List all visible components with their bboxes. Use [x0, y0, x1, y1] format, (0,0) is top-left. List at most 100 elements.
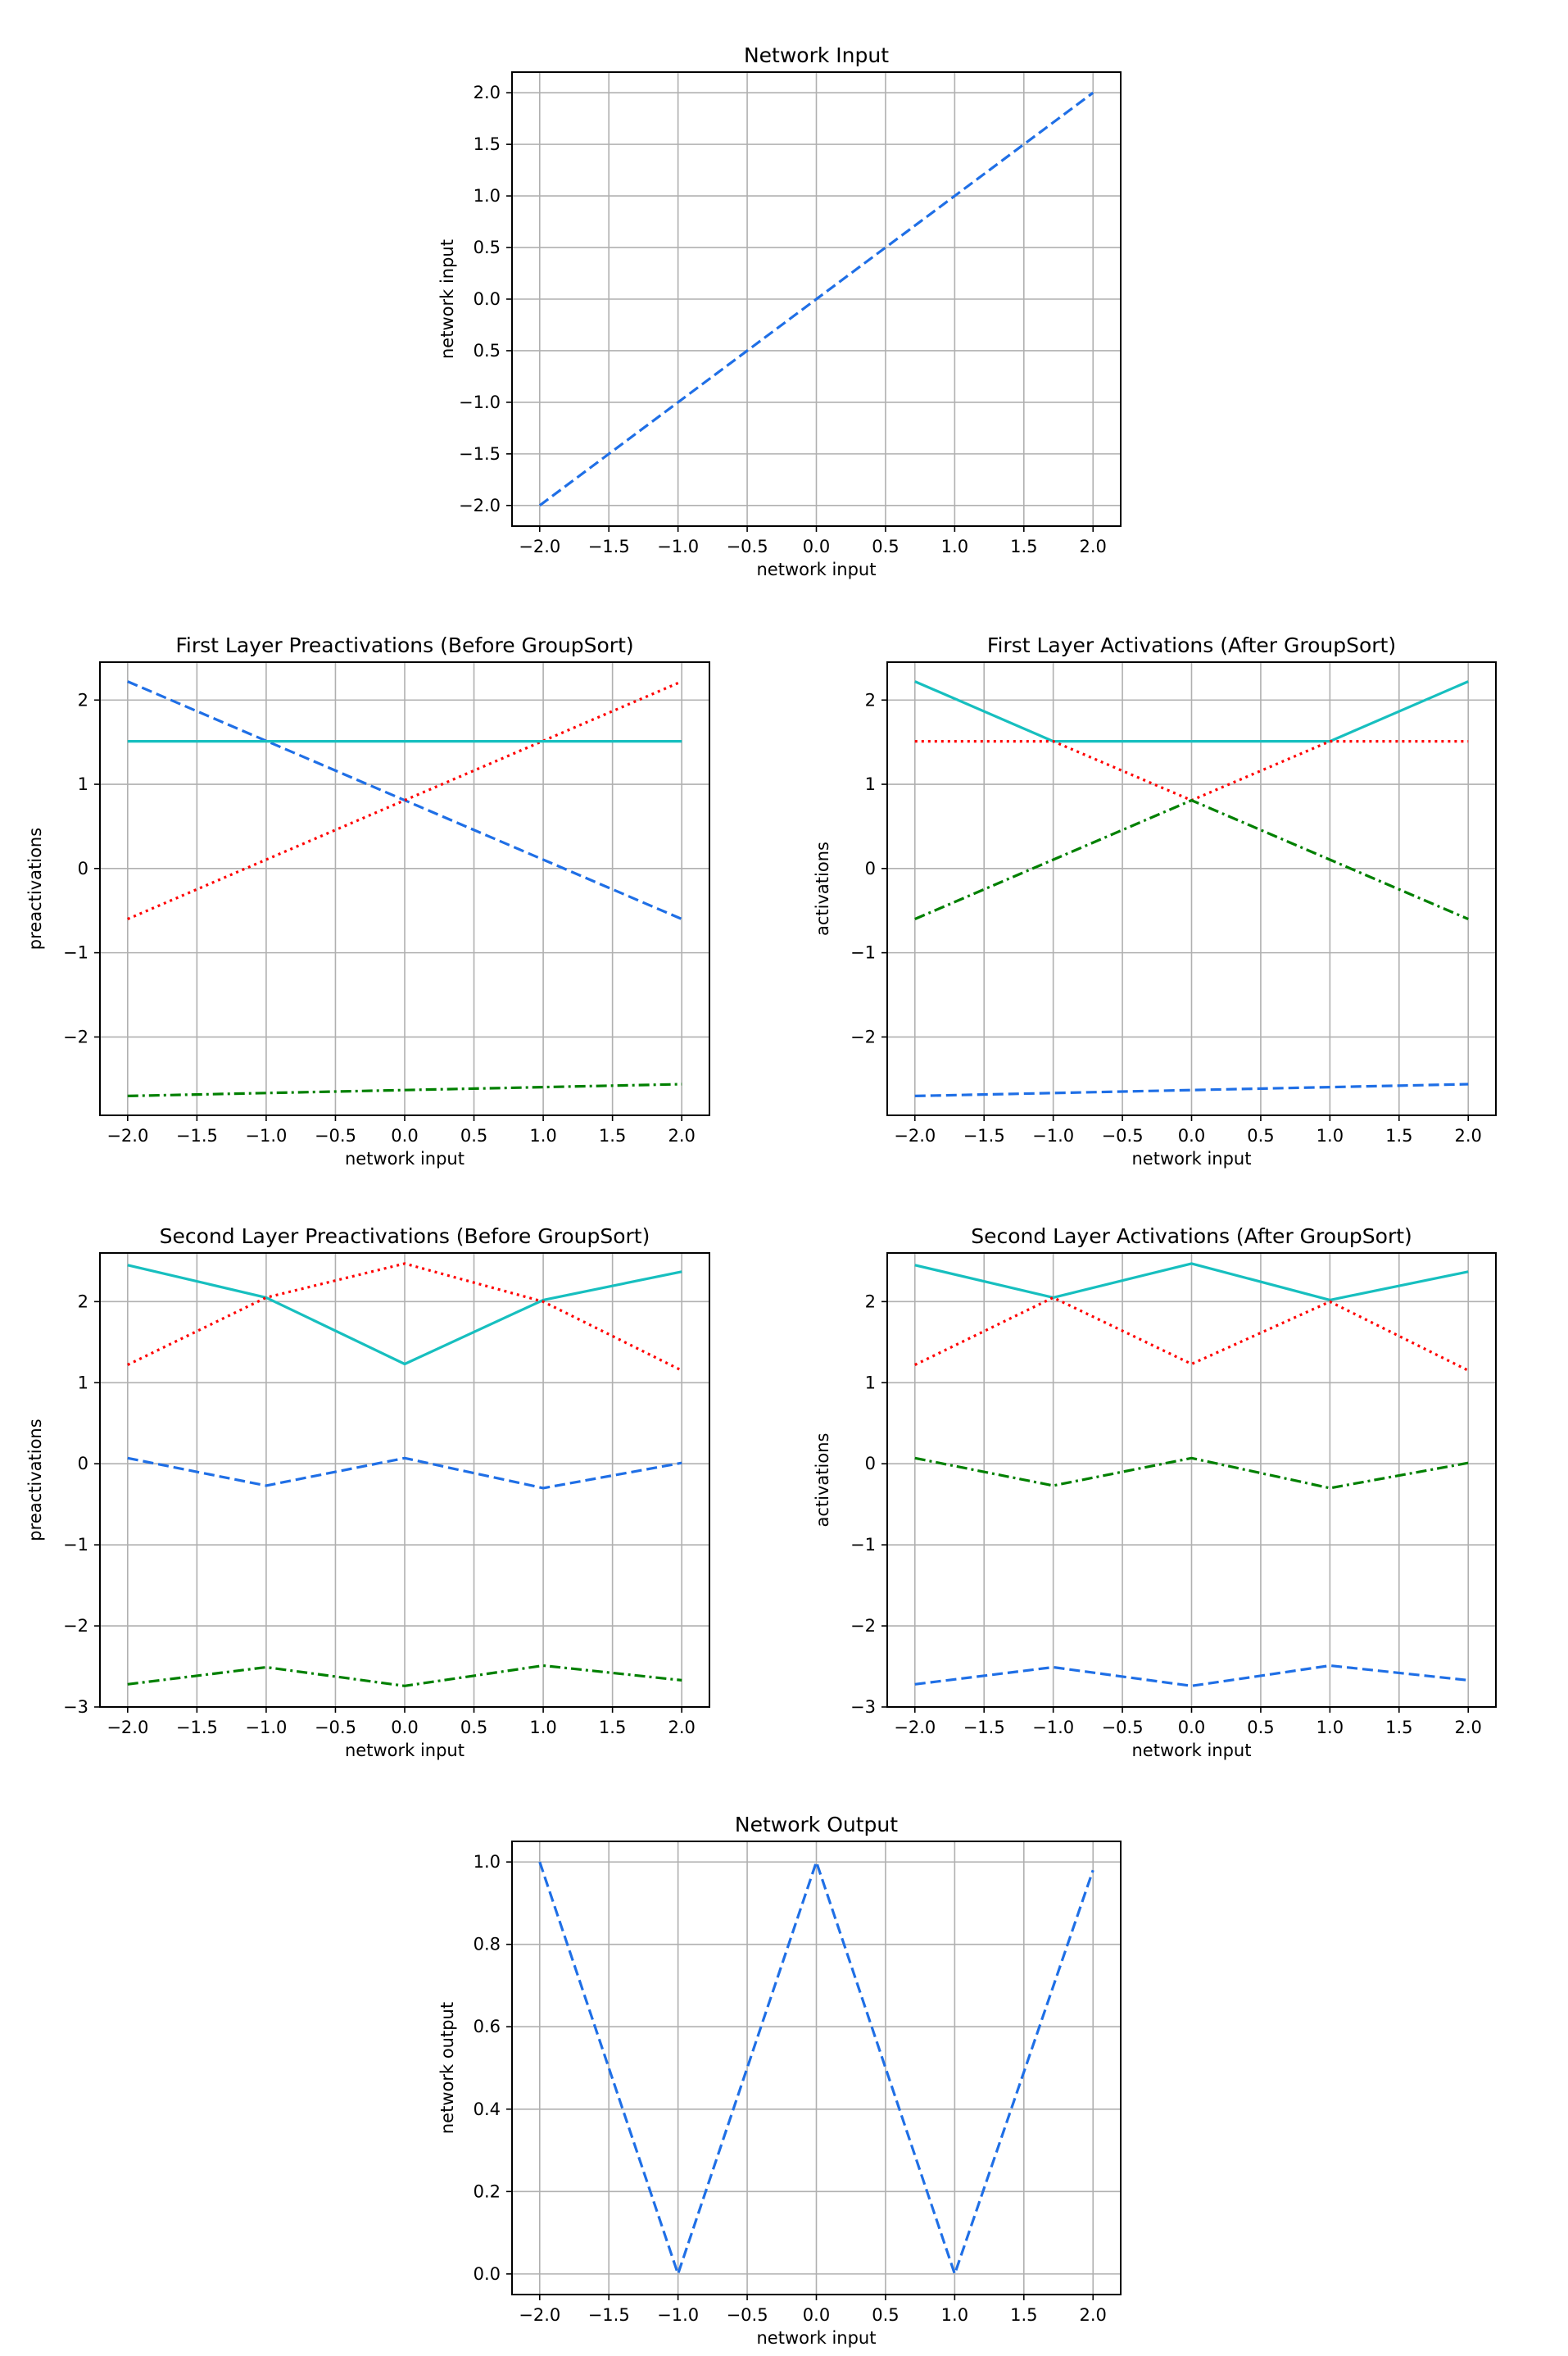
plot-frame: [511, 1841, 1122, 2295]
y-tick-label: 1.0: [474, 1852, 501, 1872]
x-tick-label: 0.5: [460, 1126, 487, 1146]
y-tick-label: 0: [865, 1454, 876, 1473]
y-tick-label: 0.8: [474, 1935, 501, 1954]
x-tick-label: −0.5: [1102, 1718, 1144, 1737]
chart-title: First Layer Activations (After GroupSort…: [987, 633, 1396, 657]
x-tick-label: 1.0: [941, 537, 968, 556]
y-axis-label: activations: [813, 1433, 832, 1528]
y-tick-label: 0: [865, 859, 876, 878]
y-tick-label: −3: [850, 1697, 876, 1717]
series-line-dashed: [127, 1456, 682, 1490]
x-tick-label: 1.5: [1010, 537, 1037, 556]
x-tick-label: 1.0: [529, 1126, 556, 1146]
x-tick-label: 0.5: [1247, 1718, 1274, 1737]
x-tick-label: 0.5: [460, 1718, 487, 1737]
x-tick-label: −0.5: [315, 1126, 356, 1146]
series-line-dashed: [538, 91, 1094, 507]
y-axis-label: preactivations: [25, 828, 45, 950]
x-tick-label: −1.5: [963, 1126, 1005, 1146]
series-line-solid: [914, 680, 1469, 743]
x-tick-label: 2.0: [1080, 2305, 1107, 2325]
series-line-solid: [127, 1264, 682, 1366]
y-tick-label: 0.5: [474, 341, 501, 361]
x-tick-label: 1.5: [599, 1718, 626, 1737]
chart-title: Second Layer Preactivations (Before Grou…: [160, 1224, 650, 1248]
x-tick-label: −1.0: [657, 537, 699, 556]
x-tick-label: 0.5: [1247, 1126, 1274, 1146]
y-tick-label: 1.0: [474, 186, 501, 206]
x-tick-label: 1.0: [1316, 1718, 1344, 1737]
y-tick-label: 2.0: [474, 83, 501, 102]
chart-panel-4: −2.0 −1.5 −1.0 −0.5 0.0 0.5 1.0 1.5 2.0 2 1 0 −1 −2 −3…: [25, 1224, 710, 1760]
x-tick-label: 0.0: [1178, 1126, 1205, 1146]
y-tick-label: 2: [865, 690, 876, 710]
x-tick-label: 2.0: [668, 1126, 695, 1146]
x-axis-label: network input: [1132, 1149, 1252, 1169]
x-tick-label: −1.5: [588, 2305, 630, 2325]
chart-title: Second Layer Activations (After GroupSor…: [971, 1224, 1412, 1248]
x-tick-label: −1.0: [1032, 1718, 1074, 1737]
series-line-dashed: [538, 1860, 1094, 2276]
x-tick-label: 2.0: [1455, 1126, 1482, 1146]
x-tick-label: −0.5: [727, 2305, 768, 2325]
y-tick-label: 1.5: [474, 134, 501, 154]
y-tick-label: −2.0: [459, 496, 501, 515]
x-tick-label: −0.5: [315, 1718, 356, 1737]
chart-panel-3: −2.0 −1.5 −1.0 −0.5 0.0 0.5 1.0 1.5 2.0 2 1 0 −1 −2 Fi…: [813, 633, 1497, 1169]
x-tick-label: −2.0: [106, 1718, 148, 1737]
x-axis-label: network input: [757, 2328, 877, 2348]
y-tick-label: −2: [63, 1616, 88, 1636]
x-tick-label: −2.0: [106, 1126, 148, 1146]
series-line-dashdot: [914, 1456, 1469, 1490]
series-line-dashdot: [127, 1664, 682, 1687]
plot-frame: [511, 71, 1122, 527]
x-tick-label: 1.0: [529, 1718, 556, 1737]
x-tick-label: −1.5: [176, 1126, 218, 1146]
x-tick-label: −1.0: [657, 2305, 699, 2325]
y-axis-label: network output: [437, 2002, 457, 2134]
x-tick-label: 0.5: [872, 537, 899, 556]
x-tick-label: −2.0: [894, 1126, 936, 1146]
y-axis-label: activations: [813, 842, 832, 936]
y-tick-label: 0.0: [474, 2264, 501, 2284]
x-tick-label: −1.5: [588, 537, 630, 556]
y-tick-label: −1: [63, 943, 88, 963]
chart-title: Network Input: [744, 43, 889, 67]
y-tick-label: −1: [850, 1535, 876, 1555]
x-tick-label: −1.0: [245, 1718, 287, 1737]
series-line-dashed: [127, 680, 682, 920]
y-tick-label: −1: [850, 943, 876, 963]
x-tick-label: 0.0: [803, 2305, 830, 2325]
x-axis-label: network input: [757, 560, 877, 579]
y-tick-label: −1: [63, 1535, 88, 1555]
chart-title: First Layer Preactivations (Before Group…: [175, 633, 633, 657]
x-tick-label: 0.5: [872, 2305, 899, 2325]
y-tick-label: −1.5: [459, 444, 501, 464]
x-axis-label: network input: [345, 1741, 465, 1760]
y-tick-label: −1.0: [459, 393, 501, 412]
y-tick-label: 0: [78, 859, 88, 878]
y-tick-label: 1: [78, 1373, 88, 1392]
y-tick-label: 1: [865, 774, 876, 794]
x-tick-label: −2.0: [519, 537, 560, 556]
y-tick-label: −2: [850, 1027, 876, 1046]
chart-panel-5: −2.0 −1.5 −1.0 −0.5 0.0 0.5 1.0 1.5 2.0 2 1 0 −1 −2 −3…: [813, 1224, 1497, 1760]
series-line-solid: [914, 1262, 1469, 1302]
x-tick-label: −2.0: [519, 2305, 560, 2325]
x-tick-label: 1.5: [1385, 1126, 1412, 1146]
x-axis-label: network input: [345, 1149, 465, 1169]
y-tick-label: 0.4: [474, 2100, 501, 2119]
x-tick-label: 0.0: [803, 537, 830, 556]
x-tick-label: 1.0: [941, 2305, 968, 2325]
plot-frame: [886, 661, 1497, 1116]
y-tick-label: −2: [63, 1027, 88, 1046]
y-axis-label: network input: [437, 239, 457, 359]
y-tick-label: 0.5: [474, 238, 501, 257]
x-tick-label: −0.5: [1102, 1126, 1144, 1146]
y-tick-label: −2: [850, 1616, 876, 1636]
x-tick-label: 1.5: [599, 1126, 626, 1146]
x-tick-label: −1.0: [1032, 1126, 1074, 1146]
chart-panel-2: −2.0 −1.5 −1.0 −0.5 0.0 0.5 1.0 1.5 2.0 2 1 0 −1 −2 Fi…: [25, 633, 710, 1169]
x-axis-label: network input: [1132, 1741, 1252, 1760]
x-tick-label: −1.5: [963, 1718, 1005, 1737]
